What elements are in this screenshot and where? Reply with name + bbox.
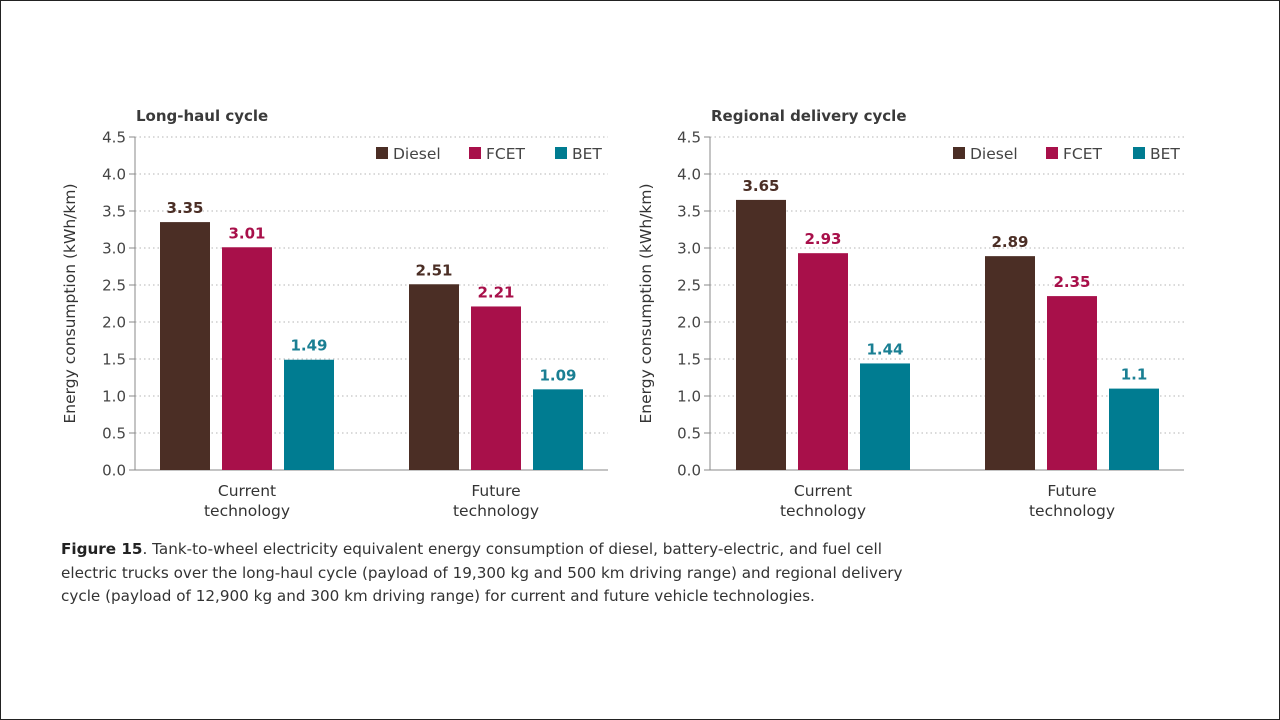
chart1-legend-label-diesel: Diesel	[393, 145, 441, 163]
chart1-ytick-label: 2.0	[102, 314, 126, 332]
chart1-ytick-label: 1.5	[102, 351, 126, 369]
chart1-category-label-2-line-2: technology	[453, 502, 539, 520]
chart2-ytick-label: 0.5	[677, 425, 701, 443]
figure-caption: Figure 15. Tank-to-wheel electricity equ…	[61, 538, 921, 609]
chart1-legend-label-fcet: FCET	[486, 145, 526, 163]
chart2-bar-diesel-2	[985, 256, 1035, 470]
chart1-ylabel: Energy consumption (kWh/km)	[61, 184, 79, 424]
chart2-ytick-label: 4.0	[677, 166, 701, 184]
chart2-ytick-label: 4.5	[677, 129, 701, 147]
chart1-ytick-label: 0.0	[102, 462, 126, 480]
chart2-data-label-fcet-2: 2.35	[1053, 273, 1090, 291]
chart2-category-label-2-line-1: Future	[1047, 482, 1096, 500]
chart1-category-label-2-line-1: Future	[471, 482, 520, 500]
chart2-data-label-bet-1: 1.44	[866, 340, 903, 358]
chart1-bar-diesel-2	[409, 284, 459, 470]
chart1-ytick-label: 3.5	[102, 203, 126, 221]
chart1-bar-bet-1	[284, 359, 334, 470]
chart2-ytick-label: 0.0	[677, 462, 701, 480]
chart2-bar-fcet-1	[798, 253, 848, 470]
chart1-ytick-label: 1.0	[102, 388, 126, 406]
chart1-ytick-label: 4.5	[102, 129, 126, 147]
chart2-legend-swatch-diesel	[953, 147, 965, 159]
chart1-bar-bet-2	[533, 389, 583, 470]
chart2-bar-fcet-2	[1047, 296, 1097, 470]
chart1-ytick-label: 4.0	[102, 166, 126, 184]
chart1-category-label-1-line-2: technology	[204, 502, 290, 520]
chart1-legend-swatch-diesel	[376, 147, 388, 159]
chart2-ytick-label: 2.0	[677, 314, 701, 332]
chart1-data-label-diesel-1: 3.35	[166, 199, 203, 217]
chart2-data-label-bet-2: 1.1	[1121, 366, 1148, 384]
chart2-legend-swatch-fcet	[1046, 147, 1058, 159]
chart2-ylabel: Energy consumption (kWh/km)	[637, 184, 655, 424]
chart2-ytick-label: 3.5	[677, 203, 701, 221]
chart1-bar-fcet-1	[222, 247, 272, 470]
chart2-bar-diesel-1	[736, 199, 786, 470]
chart1-bar-fcet-2	[471, 306, 521, 470]
chart2-title: Regional delivery cycle	[711, 107, 907, 125]
chart1-bar-diesel-1	[160, 222, 210, 470]
chart2-bar-bet-2	[1109, 388, 1159, 470]
chart1-data-label-bet-1: 1.49	[290, 337, 327, 355]
chart2-category-label-2-line-2: technology	[1029, 502, 1115, 520]
chart2-ytick-label: 2.5	[677, 277, 701, 295]
chart2-category-label-1-line-1: Current	[794, 482, 852, 500]
chart2-legend-label-fcet: FCET	[1063, 145, 1103, 163]
chart2-legend-label-bet: BET	[1150, 145, 1180, 163]
chart2-legend-swatch-bet	[1133, 147, 1145, 159]
chart1-ytick-label: 0.5	[102, 425, 126, 443]
chart1-data-label-fcet-2: 2.21	[477, 283, 514, 301]
chart2-data-label-diesel-1: 3.65	[742, 177, 779, 195]
chart2-ytick-label: 1.0	[677, 388, 701, 406]
chart2-data-label-fcet-1: 2.93	[804, 230, 841, 248]
chart1-legend-swatch-fcet	[469, 147, 481, 159]
chart2-legend-label-diesel: Diesel	[970, 145, 1018, 163]
chart1-legend-label-bet: BET	[572, 145, 602, 163]
chart2-ytick-label: 1.5	[677, 351, 701, 369]
chart1-data-label-diesel-2: 2.51	[415, 261, 452, 279]
chart1-ytick-label: 3.0	[102, 240, 126, 258]
chart2-category-label-1-line-2: technology	[780, 502, 866, 520]
chart1-category-label-1-line-1: Current	[218, 482, 276, 500]
chart2-ytick-label: 3.0	[677, 240, 701, 258]
chart2-data-label-diesel-2: 2.89	[991, 233, 1028, 251]
caption-label: Figure 15	[61, 540, 143, 558]
chart1-data-label-bet-2: 1.09	[539, 366, 576, 384]
caption-text: . Tank-to-wheel electricity equivalent e…	[61, 540, 903, 605]
chart1-legend-swatch-bet	[555, 147, 567, 159]
chart1-data-label-fcet-1: 3.01	[228, 224, 265, 242]
chart1-ytick-label: 2.5	[102, 277, 126, 295]
chart2-bar-bet-1	[860, 363, 910, 470]
chart1-title: Long-haul cycle	[136, 107, 268, 125]
